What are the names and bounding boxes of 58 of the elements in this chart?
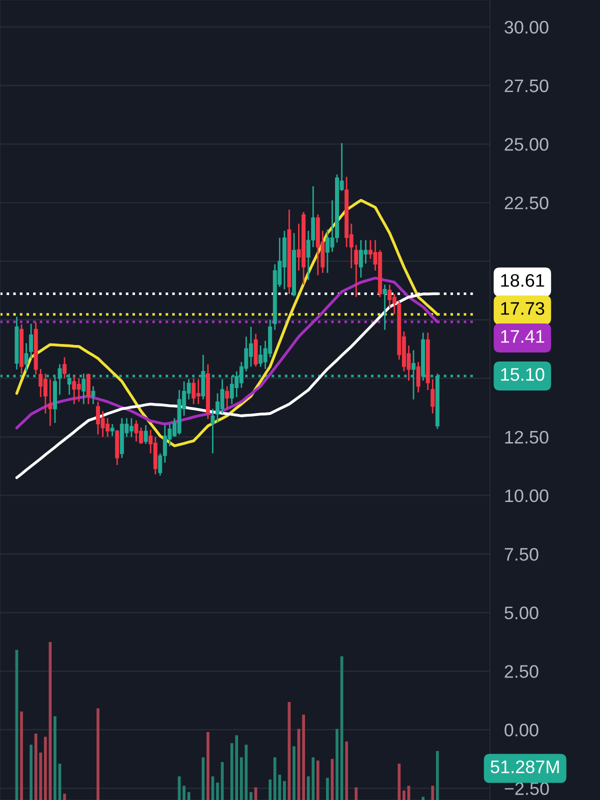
- ref-line-label: 17.73: [501, 302, 544, 315]
- ref-line-label: 18.61: [501, 274, 544, 287]
- y-tick-label: 2.50: [504, 665, 538, 678]
- candlestick: [86, 372, 90, 405]
- bar: [187, 792, 190, 800]
- y-tick-label: 30.00: [504, 20, 548, 34]
- y-tick-label: 25.00: [504, 138, 548, 151]
- bar: [354, 787, 358, 800]
- bar: [206, 732, 210, 800]
- candlestick: [225, 386, 230, 410]
- candlestick: [416, 361, 420, 394]
- y-tick-label: 5.00: [504, 606, 538, 620]
- ref-line-label: 17.41: [501, 330, 544, 343]
- bar: [436, 751, 439, 800]
- bar: [202, 757, 205, 800]
- bar: [268, 779, 272, 800]
- bar: [240, 757, 243, 800]
- bar: [292, 746, 296, 800]
- text: 51.287M: [490, 760, 559, 774]
- bar: [182, 786, 186, 800]
- candlestick: [29, 323, 34, 360]
- bar: [422, 796, 425, 800]
- bar: [326, 778, 329, 800]
- candlestick: [430, 378, 435, 414]
- bar: [96, 708, 100, 800]
- bar: [402, 790, 406, 800]
- bar: [336, 728, 338, 800]
- bar: [44, 736, 47, 800]
- ref-line-label: 15.10: [501, 368, 544, 381]
- candlestick: [91, 386, 96, 405]
- y-tick-label: 22.50: [504, 196, 548, 210]
- y-tick-label: 10.00: [505, 489, 548, 502]
- y-tick-label: 7.50: [504, 548, 538, 561]
- bar: [63, 794, 66, 800]
- bar: [398, 764, 401, 800]
- bar: [54, 716, 56, 800]
- bar: [302, 714, 305, 800]
- bar: [30, 744, 33, 800]
- candlestick: [48, 378, 52, 427]
- bar: [316, 760, 320, 800]
- bar: [431, 786, 434, 800]
- candlestick: [144, 424, 148, 445]
- bar: [216, 782, 219, 800]
- candlestick: [210, 408, 215, 454]
- candlestick: [354, 244, 358, 298]
- bar: [250, 792, 252, 800]
- bar: [20, 712, 23, 800]
- y-tick-label: 0.00: [504, 724, 538, 736]
- bar: [283, 781, 286, 800]
- y-tick-label: 12.50: [505, 430, 548, 444]
- candlestick: [24, 342, 28, 372]
- candlestick: [58, 364, 62, 396]
- y-tick-label: 27.50: [504, 79, 548, 92]
- y-tick-label: −2.50: [504, 782, 549, 796]
- candlestick: [382, 284, 387, 331]
- candlestick: [110, 423, 114, 437]
- bar: [345, 742, 348, 800]
- candlestick: [62, 356, 67, 380]
